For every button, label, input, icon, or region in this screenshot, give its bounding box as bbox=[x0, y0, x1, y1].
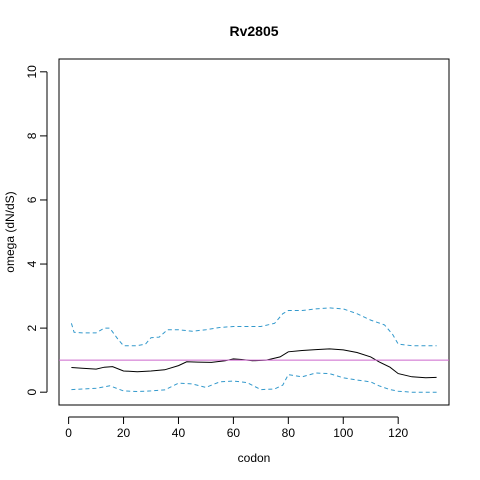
y-tick-label: 8 bbox=[25, 132, 39, 139]
chart-axes: 0 20 40 60 80 100 120 0 2 4 6 8 10 bbox=[25, 65, 409, 440]
x-tick-label: 120 bbox=[388, 426, 408, 440]
series-line-estimate bbox=[71, 348, 437, 379]
y-tick-label: 6 bbox=[25, 196, 39, 203]
x-tick-label: 20 bbox=[117, 426, 131, 440]
series-line-upper bbox=[70, 307, 437, 347]
chart-title: Rv2805 bbox=[229, 23, 278, 39]
y-tick-label: 0 bbox=[25, 389, 39, 396]
x-tick-label: 80 bbox=[282, 426, 296, 440]
y-axis-label: omega (dN/dS) bbox=[3, 191, 17, 272]
x-tick-label: 40 bbox=[172, 426, 186, 440]
chart-marks bbox=[59, 307, 449, 393]
y-tick-label: 2 bbox=[25, 324, 39, 331]
plot-frame bbox=[58, 58, 450, 406]
x-tick-label: 60 bbox=[227, 426, 241, 440]
x-axis-label: codon bbox=[238, 451, 271, 465]
y-tick-label: 4 bbox=[25, 260, 39, 267]
x-tick-label: 0 bbox=[65, 426, 72, 440]
series-line-lower bbox=[71, 372, 437, 393]
x-tick-label: 100 bbox=[333, 426, 353, 440]
y-tick-label: 10 bbox=[25, 65, 39, 79]
